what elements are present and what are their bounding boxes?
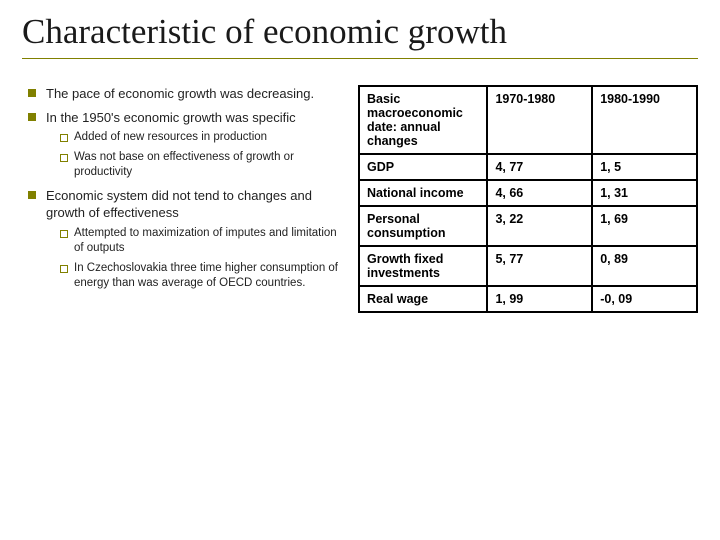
table-cell: 1, 69: [592, 206, 697, 246]
bullet-text: Added of new resources in production: [74, 131, 267, 143]
table-cell: 4, 66: [487, 180, 592, 206]
sub-bullet-item: Attempted to maximization of imputes and…: [46, 226, 342, 257]
table-row: Real wage 1, 99 -0, 09: [359, 286, 697, 312]
table-cell: 1, 5: [592, 154, 697, 180]
table-cell: 5, 77: [487, 246, 592, 286]
table-cell: 1, 99: [487, 286, 592, 312]
slide: Characteristic of economic growth The pa…: [0, 0, 720, 540]
bullet-text: The pace of economic growth was decreasi…: [46, 86, 314, 101]
bullet-item: Economic system did not tend to changes …: [22, 187, 342, 292]
bullet-text: Attempted to maximization of imputes and…: [74, 227, 337, 255]
table-row: Growth fixed investments 5, 77 0, 89: [359, 246, 697, 286]
table-cell: 3, 22: [487, 206, 592, 246]
table-header-cell: Basic macroeconomic date: annual changes: [359, 86, 487, 154]
slide-title: Characteristic of economic growth: [22, 12, 698, 59]
bullet-item: In the 1950's economic growth was specif…: [22, 109, 342, 181]
table-row: Personal consumption 3, 22 1, 69: [359, 206, 697, 246]
content-area: The pace of economic growth was decreasi…: [22, 85, 698, 313]
table-cell: 0, 89: [592, 246, 697, 286]
bullet-list: The pace of economic growth was decreasi…: [22, 85, 342, 292]
table-cell: 1, 31: [592, 180, 697, 206]
table-cell: Personal consumption: [359, 206, 487, 246]
table-header-cell: 1980-1990: [592, 86, 697, 154]
bullet-text: Was not base on effectiveness of growth …: [74, 151, 294, 179]
bullet-column: The pace of economic growth was decreasi…: [22, 85, 342, 313]
bullet-text: Economic system did not tend to changes …: [46, 188, 312, 221]
sub-bullet-item: Was not base on effectiveness of growth …: [46, 150, 342, 181]
data-table: Basic macroeconomic date: annual changes…: [358, 85, 698, 313]
table-column: Basic macroeconomic date: annual changes…: [358, 85, 698, 313]
table-cell: GDP: [359, 154, 487, 180]
bullet-text: In Czechoslovakia three time higher cons…: [74, 262, 338, 290]
bullet-text: In the 1950's economic growth was specif…: [46, 110, 296, 125]
sub-bullet-item: Added of new resources in production: [46, 130, 342, 146]
table-cell: Real wage: [359, 286, 487, 312]
sub-bullet-list: Added of new resources in production Was…: [46, 130, 342, 181]
sub-bullet-list: Attempted to maximization of imputes and…: [46, 226, 342, 292]
table-header-row: Basic macroeconomic date: annual changes…: [359, 86, 697, 154]
sub-bullet-item: In Czechoslovakia three time higher cons…: [46, 261, 342, 292]
bullet-item: The pace of economic growth was decreasi…: [22, 85, 342, 103]
table-cell: National income: [359, 180, 487, 206]
table-header-cell: 1970-1980: [487, 86, 592, 154]
table-row: GDP 4, 77 1, 5: [359, 154, 697, 180]
table-row: National income 4, 66 1, 31: [359, 180, 697, 206]
table-cell: Growth fixed investments: [359, 246, 487, 286]
table-cell: -0, 09: [592, 286, 697, 312]
table-cell: 4, 77: [487, 154, 592, 180]
